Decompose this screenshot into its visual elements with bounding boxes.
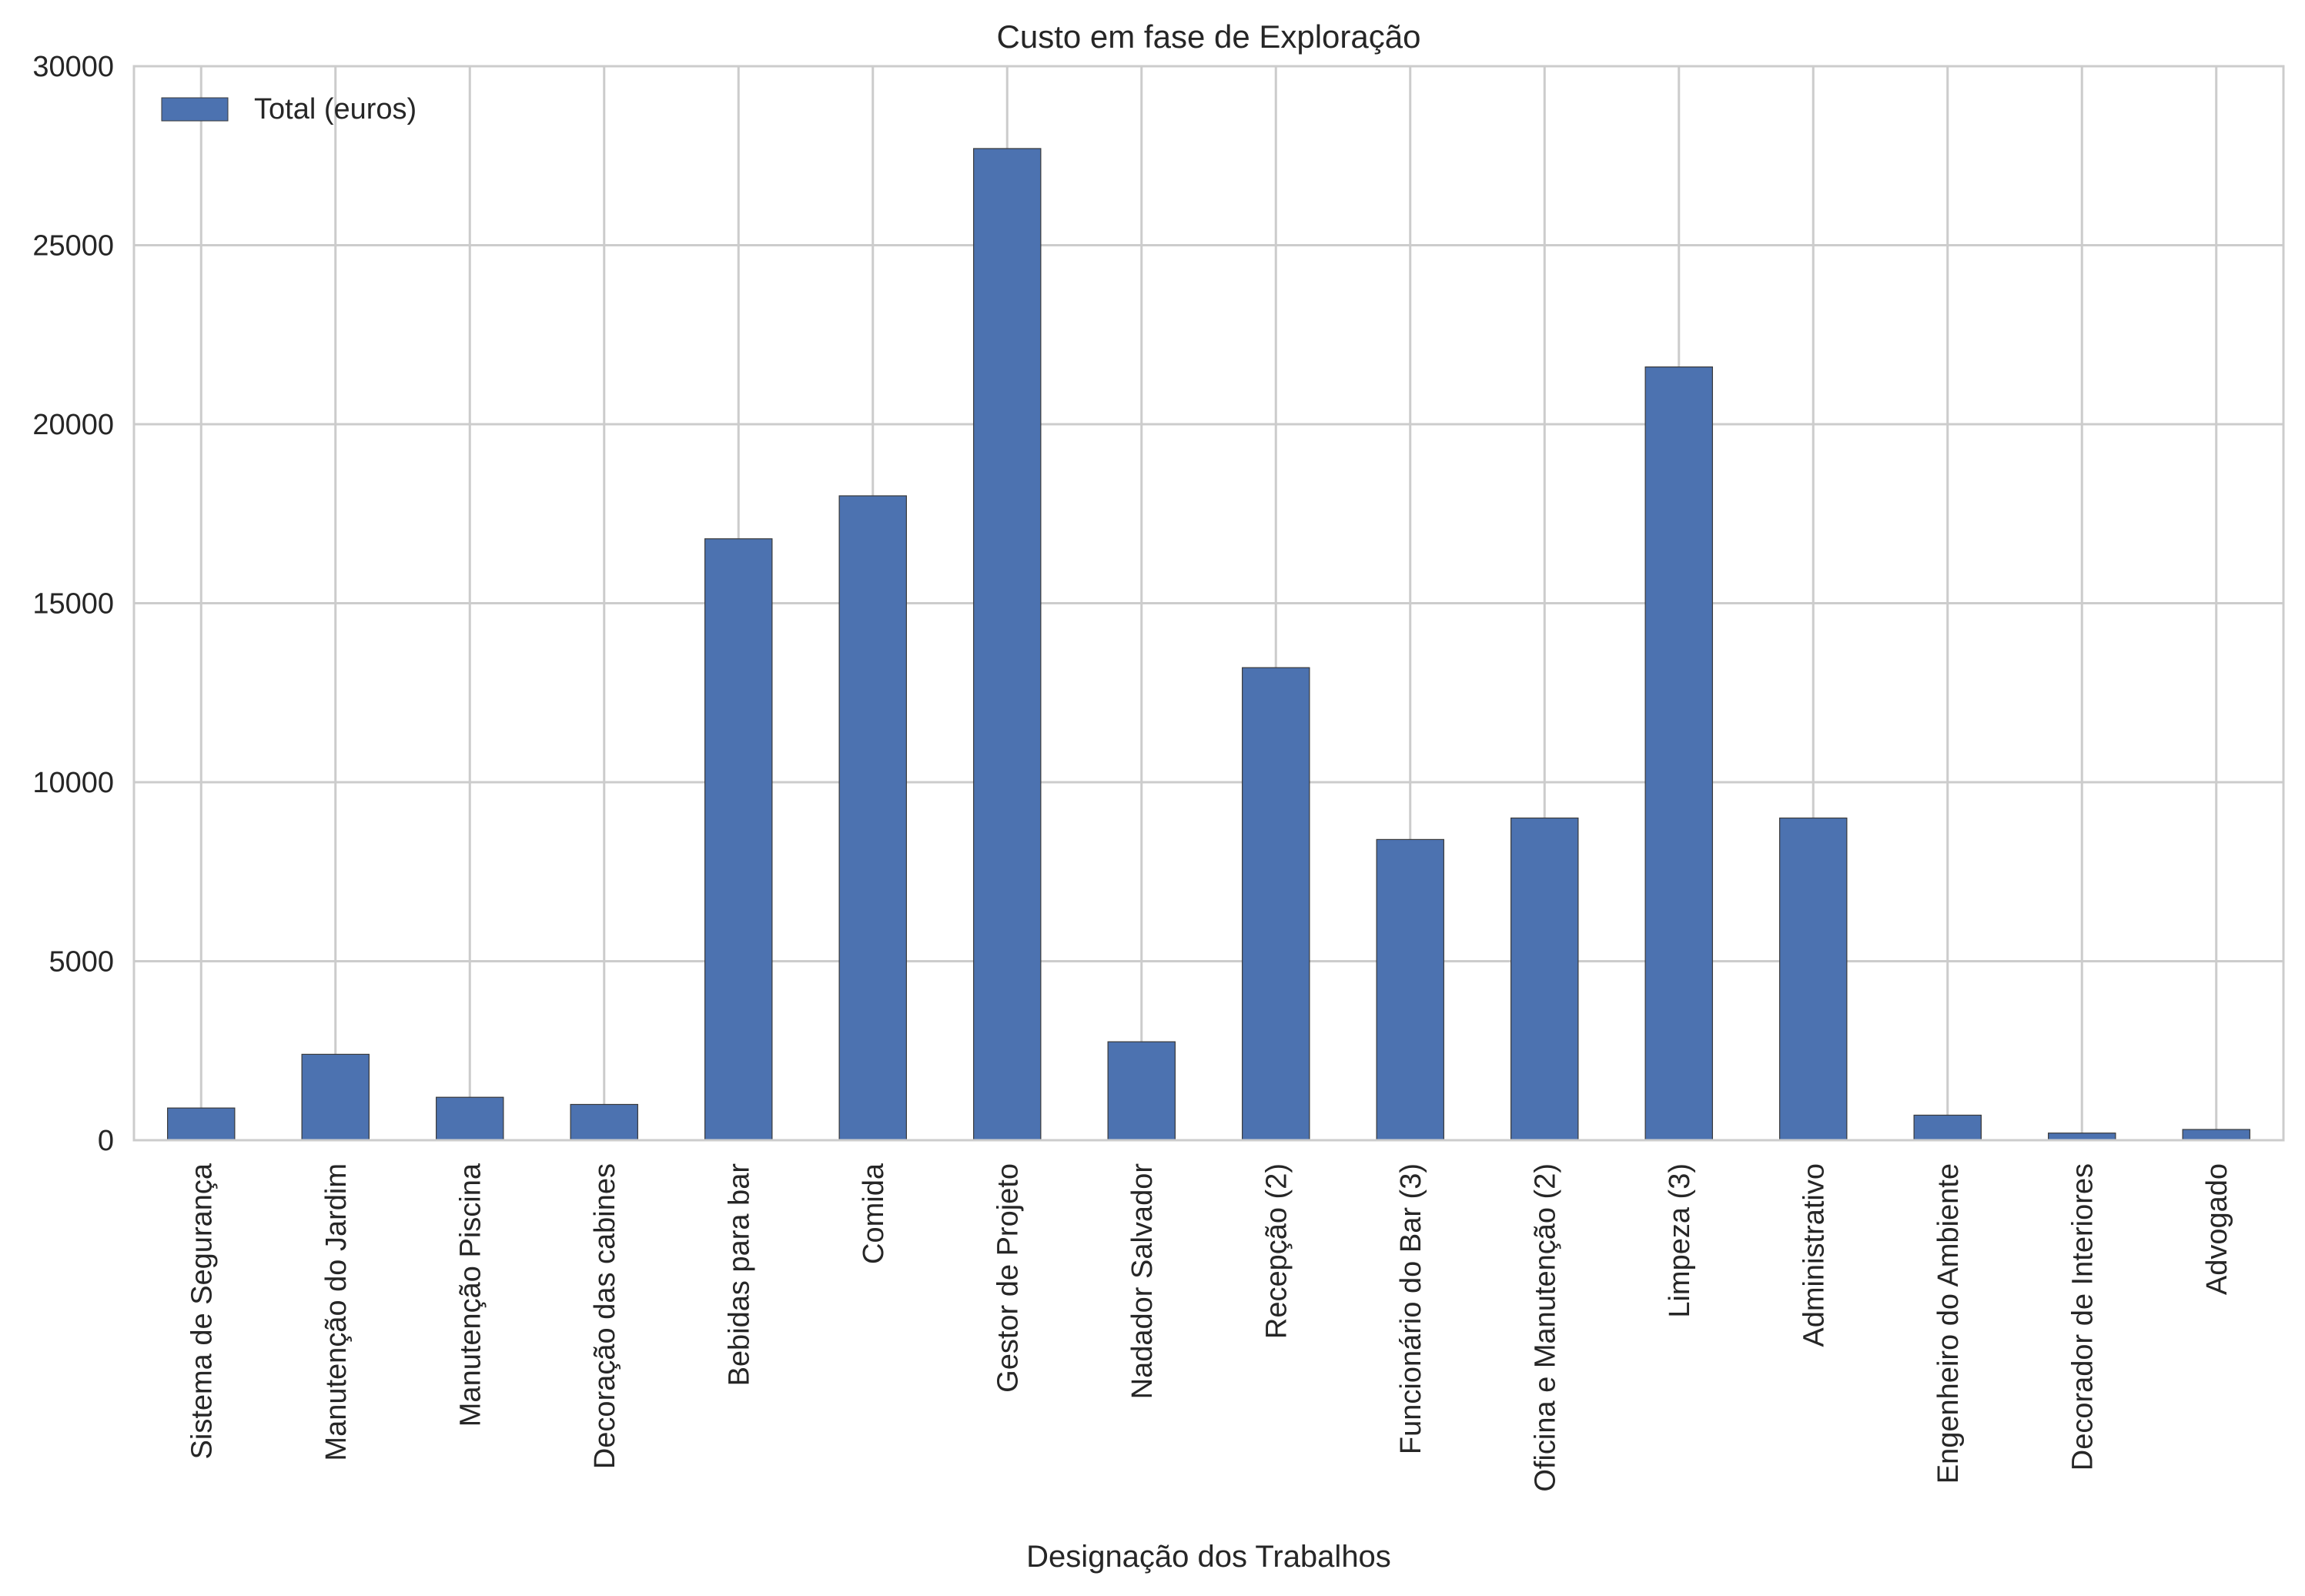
x-tick-label: Recepção (2) [1260,1163,1293,1339]
bar [436,1096,504,1141]
y-tick-label: 25000 [32,230,114,263]
x-tick-label: Comida [858,1163,890,1264]
y-tick-label: 15000 [32,588,114,621]
bar [1376,838,1444,1141]
bar [1913,1114,1982,1141]
x-tick-labels: Sistema de Segurança Manutenção do Jardim… [186,1163,2233,1492]
x-axis-label: Designação dos Trabalhos [1026,1540,1391,1574]
x-tick-label: Bebidas para bar [723,1163,755,1387]
bar [1107,1041,1176,1141]
x-tick-label: Administrativo [1798,1163,1830,1347]
legend: Total (euros) [161,93,417,125]
x-tick-label: Decorador de Interiores [2066,1163,2099,1471]
bar [704,538,773,1141]
x-tick-label: Gestor de Projeto [992,1163,1024,1393]
y-tick-label: 20000 [32,409,114,441]
bar [1510,817,1579,1141]
bar [1779,817,1848,1141]
bar [1644,366,1713,1141]
y-tick-labels: 0 5000 10000 15000 20000 25000 30000 [32,51,114,1157]
y-tick-label: 10000 [32,767,114,799]
chart-title: Custo em fase de Exploração [997,18,1421,55]
x-tick-label: Advogado [2201,1163,2233,1295]
y-tick-label: 30000 [32,51,114,83]
y-tick-label: 5000 [49,946,114,979]
x-tick-label: Nadador Salvador [1126,1163,1159,1400]
legend-swatch [161,97,229,122]
bar [570,1103,638,1141]
x-tick-label: Decoração das cabines [589,1163,621,1469]
plot-frame [132,65,2285,1142]
x-tick-label: Manutenção do Jardim [320,1163,353,1461]
bars [167,148,2250,1141]
bar [167,1107,236,1141]
bar [1242,667,1310,1141]
x-tick-label: Limpeza (3) [1664,1163,1696,1318]
x-tick-label: Manutenção Piscina [454,1163,487,1427]
legend-label: Total (euros) [254,93,417,125]
x-tick-label: Engenheiro do Ambiente [1932,1163,1965,1484]
x-tick-label: Oficina e Manutenção (2) [1529,1163,1561,1492]
y-tick-label: 0 [98,1125,114,1157]
bar [838,495,907,1141]
x-tick-label: Sistema de Segurança [186,1163,218,1459]
bar [301,1053,370,1141]
bar [2182,1129,2250,1141]
x-tick-label: Funcionário do Bar (3) [1395,1163,1427,1454]
bar [973,148,1042,1141]
